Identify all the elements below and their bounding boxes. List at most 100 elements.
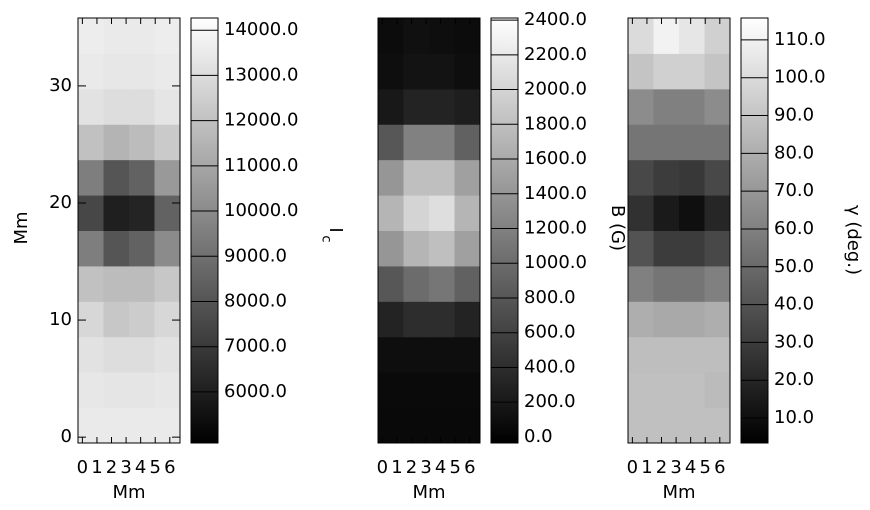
heatmap-cell [403, 230, 430, 267]
colorbar-label-subscript: c [319, 235, 334, 242]
colorbar-tick-label: 2400.0 [524, 9, 587, 30]
heatmap-cell [103, 195, 130, 231]
colorbar-tick-label: 12000.0 [224, 110, 298, 131]
heatmap-cell [704, 336, 731, 373]
heatmap-cell [704, 18, 731, 54]
heatmap-cell [129, 265, 155, 302]
colorbar-tick-label: 400.0 [524, 356, 576, 377]
colorbar-tick-label: 1600.0 [524, 148, 587, 169]
colorbar-tick-label: 200.0 [524, 391, 576, 412]
x-tick-label: 3 [420, 457, 431, 478]
heatmap-cell [679, 301, 705, 338]
heatmap-cell [78, 265, 104, 302]
colorbar [190, 17, 219, 444]
x-tick-label: 4 [135, 457, 146, 478]
y-tick-label: 0 [61, 426, 72, 447]
heatmap-cell [429, 124, 455, 161]
x-tick-label: 5 [450, 457, 461, 478]
x-axis-label: Mm [662, 482, 695, 503]
heatmap-cell [103, 372, 130, 409]
colorbar-label-text: γ (deg.) [843, 205, 864, 275]
colorbar-tick-label: 50.0 [774, 256, 814, 277]
colorbar-tick-label: 13000.0 [224, 64, 298, 85]
heatmap-cell [103, 301, 130, 338]
x-tick-label: 2 [106, 457, 117, 478]
heatmap-cell [129, 301, 155, 338]
heatmap-cell [628, 336, 654, 373]
x-tick-label: 6 [164, 457, 175, 478]
heatmap-cell [78, 301, 104, 338]
heatmap-cell [403, 53, 430, 90]
heatmap-cell [653, 195, 680, 231]
y-tick-label: 20 [49, 192, 72, 213]
x-tick-label: 2 [656, 457, 667, 478]
heatmap-cell [704, 88, 731, 125]
panel: 0 1 2 3 4 5 6 Mm 10.0 20.0 30.0 40.0 50.0 60.0 70.0 80.… [627, 17, 864, 503]
heatmap-cell [429, 336, 455, 373]
colorbar-tick-label: 1400.0 [524, 183, 587, 204]
heatmap-cell [454, 159, 481, 196]
heatmap-cell [154, 230, 181, 267]
heatmap-cell [653, 336, 680, 373]
heatmap-cell [429, 18, 455, 54]
heatmap-cell [679, 407, 705, 444]
heatmap-cell [103, 88, 130, 125]
heatmap-cell [129, 336, 155, 373]
heatmap-cell [628, 53, 654, 90]
heatmap-cell [429, 88, 455, 125]
colorbar-label-text: B (G) [607, 205, 628, 251]
heatmap-cell [628, 159, 654, 196]
y-axis-label: Mm [11, 211, 32, 244]
heatmap-cell [129, 407, 155, 444]
heatmap-cell [679, 195, 705, 231]
colorbar-label: γ (deg.) [843, 205, 864, 275]
x-axis-label: Mm [112, 482, 145, 503]
heatmap-cell [628, 195, 654, 231]
colorbar-tick-label: 90.0 [774, 105, 814, 126]
colorbar-tick-label: 6000.0 [224, 381, 287, 402]
x-tick-label: 4 [685, 457, 696, 478]
heatmap-cell [679, 336, 705, 373]
heatmap-cell [378, 336, 404, 373]
colorbar-tick-label: 1200.0 [524, 218, 587, 239]
heatmap-cell [429, 301, 455, 338]
panel: 0 1 2 3 4 5 6 Mm 0 10 20 30 Mm 6000.0 7000.0 8000.0 9000… [11, 17, 347, 503]
heatmap-cell [103, 230, 130, 267]
heatmap-cell [704, 53, 731, 90]
heatmap-cell [154, 159, 181, 196]
heatmap-cell [679, 159, 705, 196]
colorbar-label: Ic [319, 227, 347, 242]
heatmap-cell [653, 372, 680, 409]
heatmap-cell [429, 265, 455, 302]
colorbar-tick-label: 60.0 [774, 218, 814, 239]
heatmap-cell [129, 195, 155, 231]
heatmap-cell [704, 265, 731, 302]
heatmap-cell [454, 230, 481, 267]
heatmap-cell [103, 407, 130, 444]
heatmap-cell [628, 124, 654, 161]
colorbar-tick-label: 40.0 [774, 294, 814, 315]
heatmap-cell [403, 336, 430, 373]
heatmap-cell [679, 230, 705, 267]
heatmap-cell [679, 265, 705, 302]
heatmap-cell [429, 195, 455, 231]
heatmap-cell [103, 336, 130, 373]
colorbar-tick-label: 2000.0 [524, 79, 587, 100]
heatmap-cell [628, 301, 654, 338]
colorbar-tick-label: 7000.0 [224, 336, 287, 357]
heatmap-cell [378, 265, 404, 302]
heatmap-cell [704, 195, 731, 231]
heatmap-cell [679, 18, 705, 54]
x-tick-label: 1 [391, 457, 402, 478]
heatmap-cell [154, 265, 181, 302]
y-tick-label: 30 [49, 75, 72, 96]
heatmap-cell [403, 407, 430, 444]
image-frame [627, 17, 731, 444]
colorbar-tick-label: 800.0 [524, 287, 576, 308]
heatmap-cell [403, 301, 430, 338]
colorbar-tick-label: 30.0 [774, 331, 814, 352]
heatmap-cell [403, 265, 430, 302]
heatmap-cell [403, 124, 430, 161]
heatmap-cell [653, 88, 680, 125]
x-tick-label: 3 [670, 457, 681, 478]
